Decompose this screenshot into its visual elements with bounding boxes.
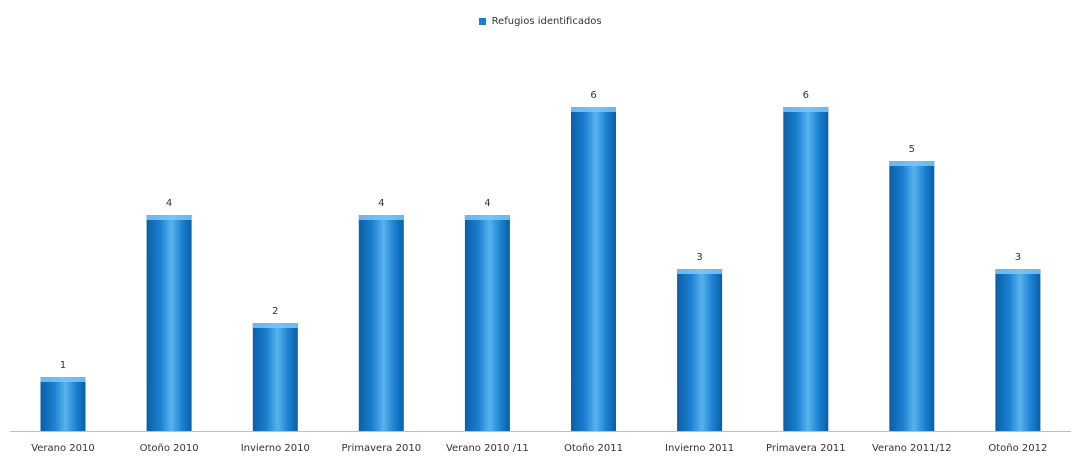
bar-10 bbox=[995, 269, 1041, 431]
bar-cap-4 bbox=[358, 215, 404, 220]
bar-4 bbox=[358, 215, 404, 431]
bar-2 bbox=[146, 215, 192, 431]
bar-cap-3 bbox=[252, 323, 298, 328]
bar-cap-6 bbox=[571, 107, 616, 112]
data-label-8: 6 bbox=[803, 90, 809, 101]
x-tick-label-6: Otoño 2011 bbox=[564, 443, 623, 454]
data-label-3: 2 bbox=[272, 306, 278, 317]
data-label-10: 3 bbox=[1015, 252, 1021, 263]
x-tick-label-4: Primavera 2010 bbox=[342, 443, 422, 454]
bar-1 bbox=[40, 377, 86, 431]
data-label-5: 4 bbox=[484, 198, 490, 209]
bar-cap-9 bbox=[889, 161, 935, 166]
bar-8 bbox=[783, 107, 829, 431]
x-tick-label-9: Verano 2011/12 bbox=[872, 443, 952, 454]
x-tick-label-5: Verano 2010 /11 bbox=[446, 443, 529, 454]
bar-9 bbox=[889, 161, 935, 431]
x-tick-label-3: Invierno 2010 bbox=[241, 443, 310, 454]
x-tick-label-10: Otoño 2012 bbox=[988, 443, 1047, 454]
bar-3 bbox=[252, 323, 298, 431]
legend-swatch bbox=[479, 18, 487, 25]
data-label-1: 1 bbox=[60, 360, 66, 371]
x-tick-label-1: Verano 2010 bbox=[31, 443, 95, 454]
x-tick-label-8: Primavera 2011 bbox=[766, 443, 846, 454]
data-label-6: 6 bbox=[590, 90, 596, 101]
data-label-4: 4 bbox=[378, 198, 384, 209]
bar-5 bbox=[464, 215, 510, 431]
data-label-2: 4 bbox=[166, 198, 172, 209]
data-label-7: 3 bbox=[696, 252, 702, 263]
data-label-9: 5 bbox=[909, 144, 915, 155]
bar-cap-1 bbox=[40, 377, 86, 382]
legend-label: Refugios identificados bbox=[491, 16, 602, 27]
bar-cap-10 bbox=[995, 269, 1041, 274]
bar-cap-5 bbox=[464, 215, 510, 220]
bar-cap-8 bbox=[783, 107, 829, 112]
bar-cap-2 bbox=[146, 215, 192, 220]
bar-cap-7 bbox=[677, 269, 723, 274]
x-tick-label-2: Otoño 2010 bbox=[140, 443, 199, 454]
legend: Refugios identificados bbox=[0, 16, 1081, 28]
bar-7 bbox=[677, 269, 723, 431]
x-tick-label-7: Invierno 2011 bbox=[665, 443, 734, 454]
bar-6 bbox=[571, 107, 616, 431]
